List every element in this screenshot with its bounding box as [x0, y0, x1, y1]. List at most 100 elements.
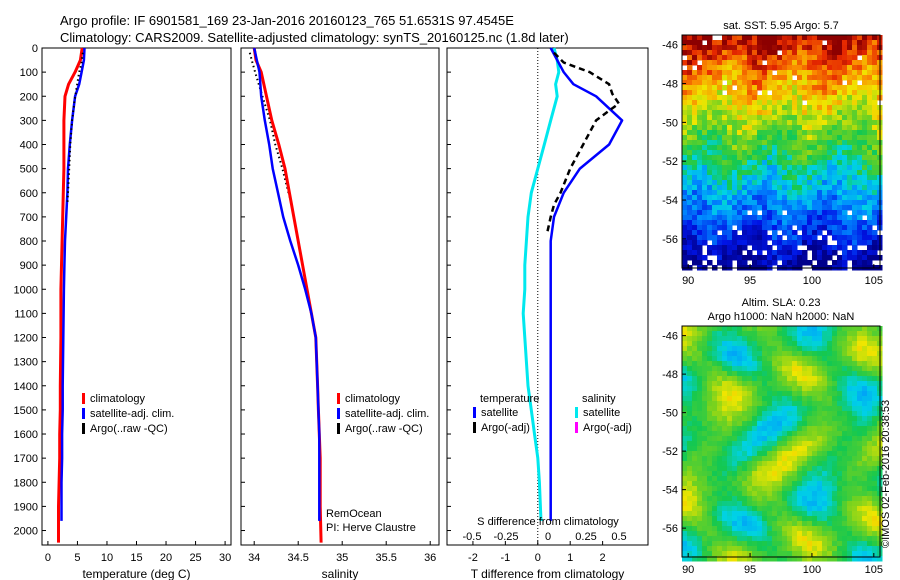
heatmap-cell [727, 396, 733, 402]
heatmap-cell [732, 476, 738, 482]
heatmap-cell [857, 255, 863, 261]
heatmap-cell [772, 80, 778, 86]
heatmap-cell [752, 100, 758, 106]
heatmap-cell [817, 456, 823, 462]
heatmap-cell [767, 371, 773, 377]
heatmap-cell [692, 250, 698, 256]
heatmap-cell [772, 521, 778, 527]
heatmap-cell [712, 150, 718, 156]
heatmap-cell [837, 426, 843, 432]
heatmap-cell [847, 491, 853, 497]
heatmap-cell [822, 446, 828, 452]
heatmap-cell [847, 240, 853, 246]
heatmap-cell [837, 120, 843, 126]
heatmap-cell [867, 386, 873, 392]
heatmap-cell [757, 426, 763, 432]
heatmap-cell [707, 185, 713, 191]
heatmap-cell [772, 100, 778, 106]
series-satellite-adj [60, 47, 86, 521]
y-tick-label: 1200 [14, 333, 38, 345]
heatmap-cell [697, 431, 703, 437]
heatmap-cell [762, 341, 768, 347]
heatmap-cell [712, 461, 718, 467]
heatmap-cell [797, 255, 803, 261]
heatmap-cell [762, 396, 768, 402]
heatmap-cell [767, 40, 773, 46]
heatmap-cell [867, 336, 873, 342]
heatmap-cell [787, 336, 793, 342]
heatmap-cell [762, 185, 768, 191]
heatmap-cell [767, 60, 773, 66]
heatmap-cell [757, 185, 763, 191]
heatmap-cell [787, 471, 793, 477]
heatmap-cell [872, 100, 878, 106]
heatmap-cell [767, 401, 773, 407]
heatmap-cell [737, 155, 743, 161]
heatmap-cell [867, 471, 873, 477]
heatmap-cell [867, 135, 873, 141]
heatmap-cell [727, 401, 733, 407]
heatmap-cell [682, 546, 688, 552]
heatmap-cell [712, 185, 718, 191]
heatmap-cell [682, 461, 688, 467]
heatmap-cell [737, 220, 743, 226]
heatmap-cell [727, 255, 733, 261]
heatmap-cell [737, 45, 743, 51]
heatmap-cell [722, 235, 728, 241]
heatmap-cell [817, 481, 823, 487]
heatmap-cell [867, 225, 873, 231]
heatmap-cell [717, 55, 723, 61]
heatmap-cell [717, 351, 723, 357]
heatmap-cell [782, 521, 788, 527]
heatmap-cell [692, 441, 698, 447]
heatmap-cell [772, 205, 778, 211]
heatmap-cell [817, 250, 823, 256]
heatmap-cell [682, 215, 688, 221]
heatmap-cell [867, 366, 873, 372]
heatmap-cell [682, 326, 688, 332]
series-temperature-argo [546, 51, 621, 232]
heatmap-cell [692, 376, 698, 382]
heatmap-cell [822, 366, 828, 372]
heatmap-cell [807, 431, 813, 437]
heatmap-cell [697, 180, 703, 186]
heatmap-cell [827, 471, 833, 477]
heatmap-cell [752, 546, 758, 552]
heatmap-cell [792, 481, 798, 487]
heatmap-cell [682, 441, 688, 447]
heatmap-cell [847, 180, 853, 186]
heatmap-cell [707, 541, 713, 547]
heatmap-cell [707, 130, 713, 136]
heatmap-cell [802, 55, 808, 61]
heatmap-cell [842, 255, 848, 261]
heatmap-cell [712, 441, 718, 447]
heatmap-cell [797, 356, 803, 362]
heatmap-cell [697, 100, 703, 106]
heatmap-cell [742, 60, 748, 66]
heatmap-cell [732, 205, 738, 211]
heatmap-cell [847, 225, 853, 231]
heatmap-cell [722, 35, 728, 41]
heatmap-cell [807, 426, 813, 432]
heatmap-cell [752, 35, 758, 41]
heatmap-cell [762, 436, 768, 442]
heatmap-cell [737, 531, 743, 537]
heatmap-cell [712, 45, 718, 51]
heatmap-cell [712, 235, 718, 241]
heatmap-cell [772, 436, 778, 442]
heatmap-cell [697, 235, 703, 241]
heatmap-cell [737, 90, 743, 96]
heatmap-cell [817, 331, 823, 337]
heatmap-cell [862, 351, 868, 357]
heatmap-cell [767, 75, 773, 81]
heatmap-cell [787, 466, 793, 472]
heatmap-cell [692, 516, 698, 522]
heatmap-cell [712, 75, 718, 81]
heatmap-cell [817, 546, 823, 552]
heatmap-cell [782, 396, 788, 402]
heatmap-cell [762, 240, 768, 246]
heatmap-cell [842, 240, 848, 246]
heatmap-cell [737, 416, 743, 422]
heatmap-cell [742, 100, 748, 106]
heatmap-cell [737, 255, 743, 261]
